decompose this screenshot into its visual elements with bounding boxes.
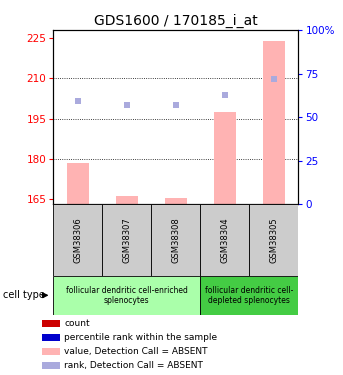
Bar <box>53 204 102 276</box>
Bar <box>42 334 60 341</box>
Bar <box>42 362 60 369</box>
Text: follicular dendritic cell-
depleted splenocytes: follicular dendritic cell- depleted sple… <box>205 286 294 305</box>
Bar <box>42 320 60 327</box>
Text: GSM38304: GSM38304 <box>220 217 229 263</box>
Bar <box>263 41 285 204</box>
Text: follicular dendritic cell-enriched
splenocytes: follicular dendritic cell-enriched splen… <box>66 286 188 305</box>
Bar <box>67 163 89 204</box>
Text: cell type: cell type <box>3 290 45 300</box>
Bar <box>151 204 200 276</box>
Text: GSM38307: GSM38307 <box>122 217 131 263</box>
Bar <box>249 204 298 276</box>
Bar <box>42 348 60 355</box>
Text: percentile rank within the sample: percentile rank within the sample <box>64 333 217 342</box>
Bar <box>200 276 298 315</box>
Text: GSM38305: GSM38305 <box>269 217 279 263</box>
Title: GDS1600 / 170185_i_at: GDS1600 / 170185_i_at <box>94 13 258 28</box>
Bar <box>200 204 249 276</box>
Bar <box>165 198 187 204</box>
Text: count: count <box>64 319 90 328</box>
Text: GSM38306: GSM38306 <box>73 217 82 263</box>
Bar <box>53 276 200 315</box>
Bar <box>214 112 236 204</box>
Text: GSM38308: GSM38308 <box>171 217 180 263</box>
Text: value, Detection Call = ABSENT: value, Detection Call = ABSENT <box>64 347 208 356</box>
Bar <box>116 196 138 204</box>
Text: rank, Detection Call = ABSENT: rank, Detection Call = ABSENT <box>64 361 203 370</box>
Bar <box>102 204 151 276</box>
